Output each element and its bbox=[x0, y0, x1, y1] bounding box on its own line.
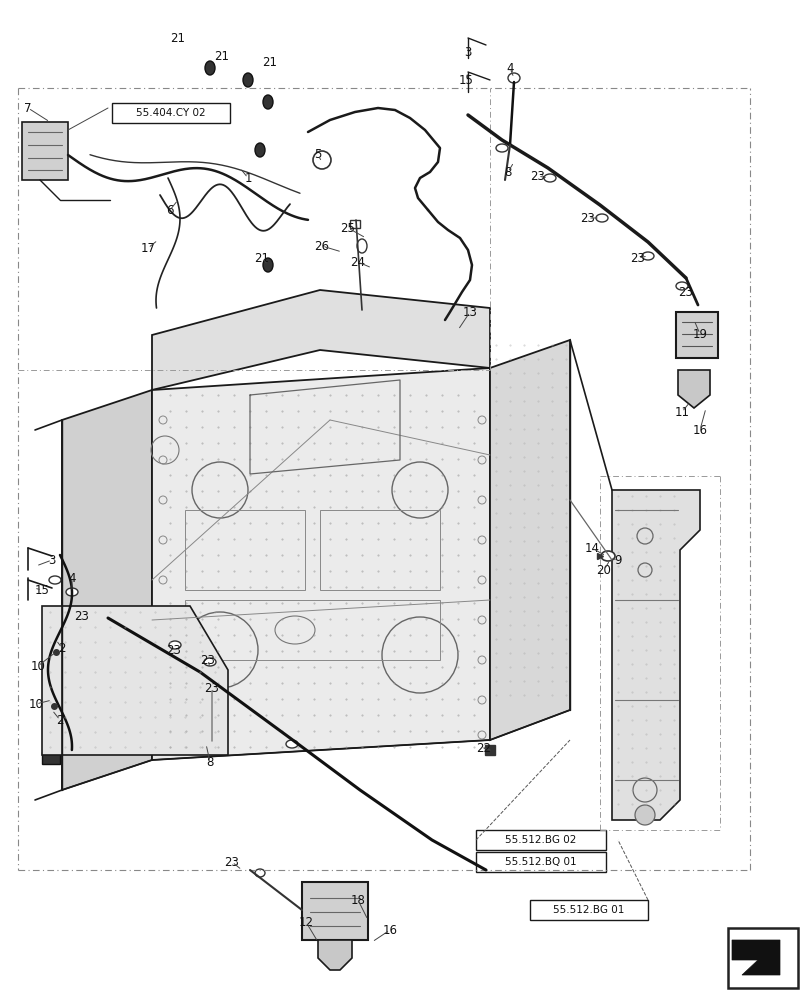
Ellipse shape bbox=[56, 616, 68, 624]
Bar bbox=[350, 220, 359, 228]
Text: 17: 17 bbox=[140, 241, 156, 254]
Text: 55.404.CY 02: 55.404.CY 02 bbox=[136, 108, 205, 118]
Bar bbox=[185, 600, 440, 660]
Text: 23: 23 bbox=[630, 251, 645, 264]
Bar bbox=[185, 510, 305, 590]
Ellipse shape bbox=[66, 588, 78, 596]
Ellipse shape bbox=[168, 652, 180, 660]
Bar bbox=[112, 103, 230, 123]
Text: 21: 21 bbox=[170, 31, 185, 44]
Text: 16: 16 bbox=[692, 424, 706, 436]
Text: 24: 24 bbox=[350, 255, 365, 268]
Text: 15: 15 bbox=[35, 584, 49, 596]
Ellipse shape bbox=[76, 618, 88, 626]
Polygon shape bbox=[62, 390, 152, 790]
Text: 55.512.BG 02: 55.512.BG 02 bbox=[504, 835, 576, 845]
Ellipse shape bbox=[543, 174, 556, 182]
Text: 20: 20 bbox=[596, 564, 611, 576]
Polygon shape bbox=[676, 312, 717, 358]
Bar bbox=[320, 510, 440, 590]
Text: 23: 23 bbox=[166, 644, 181, 656]
Ellipse shape bbox=[49, 576, 61, 584]
Text: 23: 23 bbox=[530, 169, 545, 182]
Bar bbox=[475, 852, 605, 872]
Text: 26: 26 bbox=[314, 239, 329, 252]
Text: 23: 23 bbox=[225, 856, 239, 868]
Text: 2: 2 bbox=[56, 714, 64, 726]
Text: 13: 13 bbox=[462, 306, 477, 318]
Text: 23: 23 bbox=[204, 682, 219, 694]
Text: 16: 16 bbox=[382, 924, 397, 936]
Ellipse shape bbox=[357, 239, 367, 253]
Text: 55.512.BG 01: 55.512.BG 01 bbox=[552, 905, 624, 915]
Polygon shape bbox=[22, 122, 68, 180]
Ellipse shape bbox=[496, 144, 508, 152]
Text: 23: 23 bbox=[200, 654, 215, 666]
Text: 55.512.BQ 01: 55.512.BQ 01 bbox=[504, 857, 576, 867]
Polygon shape bbox=[152, 368, 489, 760]
Text: 10: 10 bbox=[28, 698, 43, 710]
Bar bbox=[475, 830, 605, 850]
Ellipse shape bbox=[255, 869, 264, 877]
Polygon shape bbox=[152, 290, 489, 390]
Ellipse shape bbox=[263, 258, 272, 272]
Text: 21: 21 bbox=[254, 251, 269, 264]
Text: 3: 3 bbox=[48, 554, 56, 566]
Text: 3: 3 bbox=[464, 45, 471, 58]
Ellipse shape bbox=[642, 252, 653, 260]
Text: 7: 7 bbox=[24, 102, 32, 114]
Ellipse shape bbox=[242, 73, 253, 87]
Text: 9: 9 bbox=[613, 554, 621, 566]
Ellipse shape bbox=[285, 740, 298, 748]
Text: 2: 2 bbox=[58, 642, 66, 654]
Ellipse shape bbox=[600, 551, 614, 561]
Polygon shape bbox=[489, 340, 569, 740]
Bar bbox=[530, 900, 647, 920]
Text: 23: 23 bbox=[678, 286, 693, 298]
Text: 11: 11 bbox=[674, 406, 689, 418]
Text: 10: 10 bbox=[31, 660, 45, 672]
Text: 15: 15 bbox=[458, 74, 473, 87]
Text: 19: 19 bbox=[692, 328, 706, 340]
Polygon shape bbox=[677, 370, 709, 408]
Ellipse shape bbox=[204, 61, 215, 75]
Text: 18: 18 bbox=[350, 894, 365, 906]
Ellipse shape bbox=[595, 214, 607, 222]
Text: 21: 21 bbox=[214, 49, 230, 62]
Bar bbox=[42, 752, 60, 764]
Ellipse shape bbox=[255, 143, 264, 157]
Ellipse shape bbox=[204, 664, 216, 672]
Text: 23: 23 bbox=[580, 212, 594, 225]
Ellipse shape bbox=[263, 95, 272, 109]
Ellipse shape bbox=[676, 282, 687, 290]
Text: 21: 21 bbox=[262, 55, 277, 68]
Polygon shape bbox=[611, 490, 699, 820]
Ellipse shape bbox=[508, 73, 519, 83]
Text: 4: 4 bbox=[68, 572, 75, 584]
Ellipse shape bbox=[312, 151, 331, 169]
Ellipse shape bbox=[169, 641, 181, 649]
Text: 8: 8 bbox=[206, 756, 213, 768]
Text: 1: 1 bbox=[244, 172, 251, 184]
Text: 6: 6 bbox=[166, 204, 174, 217]
Text: 8: 8 bbox=[504, 165, 511, 178]
Text: 23: 23 bbox=[75, 609, 89, 622]
Polygon shape bbox=[318, 940, 351, 970]
Text: 12: 12 bbox=[298, 916, 313, 928]
Polygon shape bbox=[731, 940, 779, 975]
Circle shape bbox=[634, 805, 654, 825]
Ellipse shape bbox=[204, 658, 216, 666]
Text: 5: 5 bbox=[314, 148, 321, 161]
Text: 25: 25 bbox=[340, 222, 355, 234]
Polygon shape bbox=[42, 606, 228, 755]
Text: 22: 22 bbox=[476, 742, 491, 754]
Text: 4: 4 bbox=[505, 62, 513, 75]
Text: 14: 14 bbox=[584, 542, 599, 554]
Bar bbox=[727, 928, 797, 988]
Polygon shape bbox=[302, 882, 367, 940]
